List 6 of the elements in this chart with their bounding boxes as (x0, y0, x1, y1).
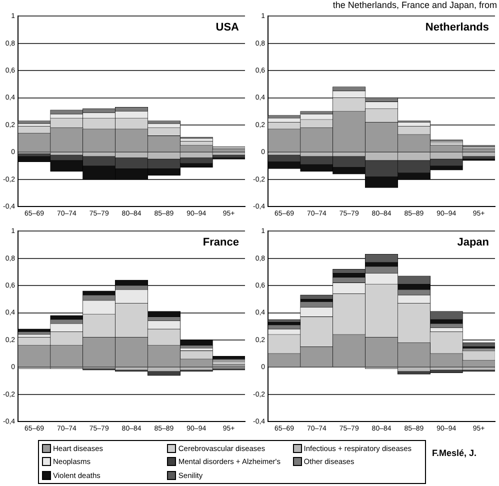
text: Japan (457, 236, 490, 249)
text: USA (216, 22, 240, 34)
text: Netherlands (425, 22, 489, 34)
text: F.Meslé, J. (432, 448, 477, 458)
text: France (202, 236, 239, 249)
text: the Netherlands, France and Japan, from (332, 0, 497, 10)
